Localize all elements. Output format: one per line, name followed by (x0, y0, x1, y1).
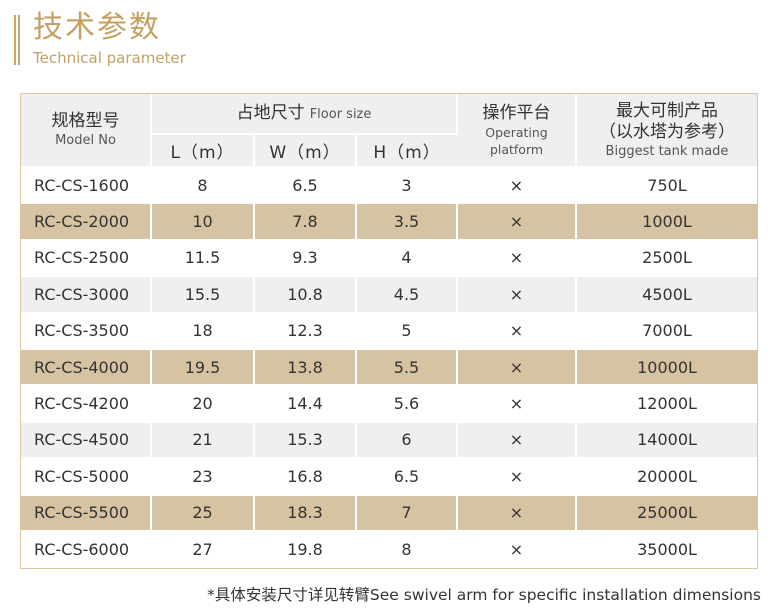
cell-width: 9.3 (254, 238, 357, 277)
cell-width: 18.3 (254, 493, 357, 531)
cell-model: RC-CS-2500 (21, 238, 152, 277)
table-row: RC-CS-2500 11.5 9.3 4 × 2500L (21, 238, 757, 277)
header-platform: 操作平台 Operating platform (457, 94, 577, 168)
cell-biggest-tank: 35000L (576, 529, 757, 567)
table-row: RC-CS-3000 15.5 10.8 4.5 × 4500L (21, 275, 757, 313)
cell-width: 14.4 (254, 384, 357, 422)
cell-length: 20 (151, 384, 255, 422)
cell-biggest-tank: 20000L (576, 457, 757, 495)
table-row: RC-CS-6000 27 19.8 8 × 35000L (21, 529, 757, 567)
cell-model: RC-CS-4000 (21, 347, 152, 386)
cell-height: 4.5 (356, 275, 458, 313)
cell-platform: × (457, 457, 577, 495)
cell-platform: × (457, 311, 577, 349)
table-row: RC-CS-5000 23 16.8 6.5 × 20000L (21, 457, 757, 495)
cell-biggest-tank: 7000L (576, 311, 757, 349)
spec-table: 规格型号 Model No 占地尺寸 Floor size 操作平台 Opera… (20, 93, 758, 569)
cell-platform: × (457, 420, 577, 459)
cell-height: 3.5 (356, 202, 458, 240)
header-height: H（m） (356, 134, 457, 168)
table-row: RC-CS-1600 8 6.5 3 × 750L (21, 165, 757, 204)
title-accent-bar (14, 15, 20, 65)
cell-biggest-tank: 25000L (576, 493, 757, 531)
header-model: 规格型号 Model No (21, 94, 152, 168)
cell-width: 16.8 (254, 457, 357, 495)
cell-length: 19.5 (151, 347, 255, 386)
cell-length: 11.5 (151, 238, 255, 277)
table-row: RC-CS-5500 25 18.3 7 × 25000L (21, 493, 757, 531)
cell-model: RC-CS-4200 (21, 384, 152, 422)
cell-height: 4 (356, 238, 458, 277)
table-row: RC-CS-4200 20 14.4 5.6 × 12000L (21, 384, 757, 422)
cell-platform: × (457, 493, 577, 531)
cell-model: RC-CS-5500 (21, 493, 152, 531)
cell-model: RC-CS-2000 (21, 202, 152, 240)
table-row: RC-CS-3500 18 12.3 5 × 7000L (21, 311, 757, 349)
cell-model: RC-CS-6000 (21, 529, 152, 567)
cell-biggest-tank: 750L (576, 165, 757, 204)
footnote: *具体安装尺寸详见转臂See swivel arm for specific i… (207, 586, 761, 604)
header-biggest-tank: 最大可制产品 （以水塔为参考） Biggest tank made (576, 94, 757, 168)
header-floor-size: 占地尺寸 Floor size (151, 94, 458, 135)
cell-biggest-tank: 4500L (576, 275, 757, 313)
cell-model: RC-CS-4500 (21, 420, 152, 459)
header-width: W（m） (254, 134, 357, 168)
cell-height: 5.5 (356, 347, 458, 386)
header-length: L（m） (151, 134, 255, 168)
cell-platform: × (457, 347, 577, 386)
cell-biggest-tank: 12000L (576, 384, 757, 422)
cell-height: 7 (356, 493, 458, 531)
cell-length: 10 (151, 202, 255, 240)
cell-width: 19.8 (254, 529, 357, 567)
cell-length: 8 (151, 165, 255, 204)
cell-height: 3 (356, 165, 458, 204)
cell-biggest-tank: 1000L (576, 202, 757, 240)
cell-model: RC-CS-5000 (21, 457, 152, 495)
cell-platform: × (457, 202, 577, 240)
cell-platform: × (457, 529, 577, 567)
page-title: 技术参数 (33, 10, 161, 45)
cell-platform: × (457, 384, 577, 422)
cell-biggest-tank: 14000L (576, 420, 757, 459)
cell-biggest-tank: 2500L (576, 238, 757, 277)
cell-width: 13.8 (254, 347, 357, 386)
cell-width: 10.8 (254, 275, 357, 313)
cell-length: 18 (151, 311, 255, 349)
cell-length: 27 (151, 529, 255, 567)
cell-biggest-tank: 10000L (576, 347, 757, 386)
cell-model: RC-CS-3000 (21, 275, 152, 313)
cell-length: 15.5 (151, 275, 255, 313)
cell-length: 21 (151, 420, 255, 459)
cell-length: 25 (151, 493, 255, 531)
table-row: RC-CS-4000 19.5 13.8 5.5 × 10000L (21, 347, 757, 386)
cell-width: 12.3 (254, 311, 357, 349)
cell-height: 5.6 (356, 384, 458, 422)
cell-length: 23 (151, 457, 255, 495)
cell-width: 7.8 (254, 202, 357, 240)
cell-height: 6.5 (356, 457, 458, 495)
cell-width: 6.5 (254, 165, 357, 204)
cell-model: RC-CS-3500 (21, 311, 152, 349)
cell-platform: × (457, 238, 577, 277)
cell-platform: × (457, 275, 577, 313)
table-row: RC-CS-4500 21 15.3 6 × 14000L (21, 420, 757, 459)
page-subtitle: Technical parameter (33, 49, 186, 67)
table-row: RC-CS-2000 10 7.8 3.5 × 1000L (21, 202, 757, 240)
cell-width: 15.3 (254, 420, 357, 459)
cell-height: 6 (356, 420, 458, 459)
cell-model: RC-CS-1600 (21, 165, 152, 204)
cell-platform: × (457, 165, 577, 204)
cell-height: 5 (356, 311, 458, 349)
cell-height: 8 (356, 529, 458, 567)
